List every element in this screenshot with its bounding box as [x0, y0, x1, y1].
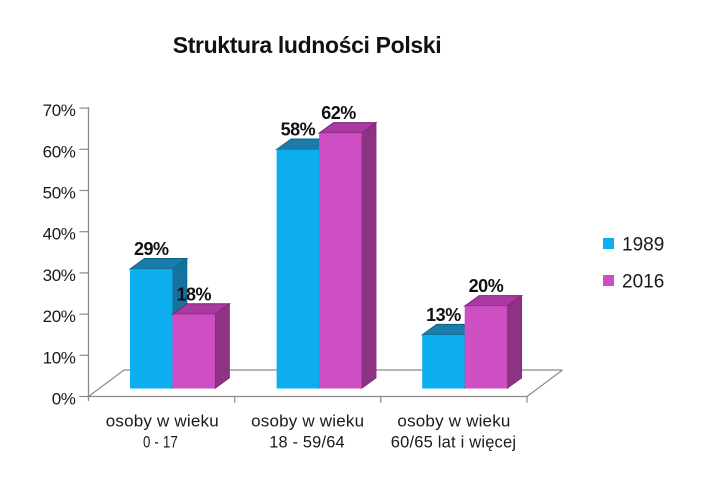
svg-text:0%: 0% [52, 390, 76, 409]
svg-text:60/65 lat i więcej: 60/65 lat i więcej [391, 433, 517, 452]
svg-text:29%: 29% [134, 239, 169, 259]
svg-text:18%: 18% [176, 284, 211, 304]
svg-text:1989: 1989 [622, 235, 664, 256]
svg-text:40%: 40% [43, 225, 76, 244]
svg-text:osoby w wieku: osoby w wieku [251, 411, 364, 430]
svg-text:2016: 2016 [622, 272, 664, 293]
svg-text:70%: 70% [43, 101, 76, 120]
svg-text:osoby w wieku: osoby w wieku [397, 411, 510, 430]
svg-text:20%: 20% [469, 276, 504, 296]
svg-text:osoby w wieku: osoby w wieku [106, 411, 219, 430]
svg-text:Struktura ludności Polski: Struktura ludności Polski [173, 32, 442, 58]
svg-text:0 - 17: 0 - 17 [143, 433, 178, 452]
svg-text:60%: 60% [43, 142, 76, 161]
svg-text:18 - 59/64: 18 - 59/64 [269, 433, 345, 452]
svg-text:62%: 62% [321, 103, 356, 123]
svg-text:20%: 20% [43, 307, 76, 326]
svg-text:13%: 13% [426, 305, 461, 325]
svg-text:50%: 50% [43, 184, 76, 203]
svg-text:10%: 10% [43, 348, 76, 367]
svg-text:58%: 58% [281, 120, 316, 140]
svg-text:30%: 30% [43, 266, 76, 285]
